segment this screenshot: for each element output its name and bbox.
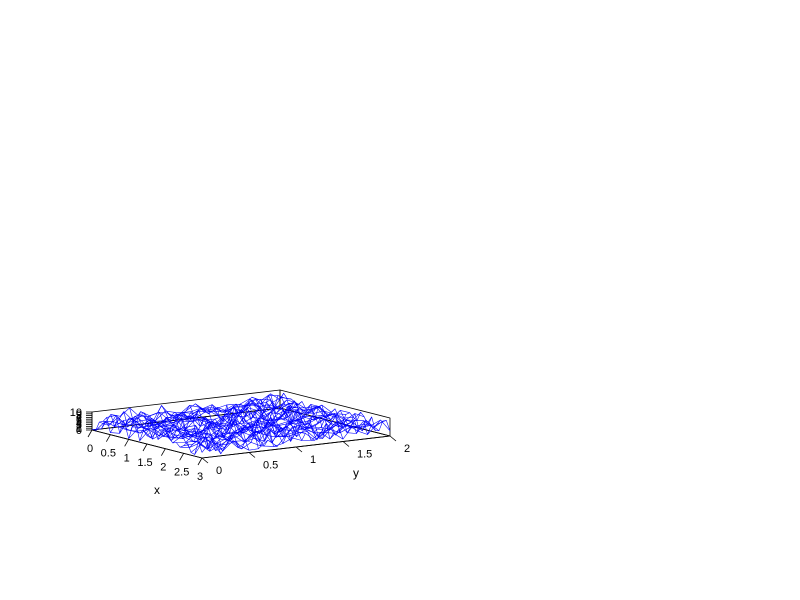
z-tick-label: 10 <box>70 407 82 419</box>
y-tick-label: 1.5 <box>357 449 372 461</box>
y-tick-label: 1 <box>310 454 316 466</box>
chart-container: { "chart": { "type": "wireframe3d", "wid… <box>0 0 800 600</box>
x-tick-label: 1 <box>124 452 130 464</box>
y-tick-label: 0 <box>216 465 222 477</box>
x-tick-label: 0 <box>87 443 93 455</box>
x-tick-label: 3 <box>197 471 203 483</box>
y-axis-label: y <box>353 466 359 480</box>
y-tick-label: 0.5 <box>263 460 278 472</box>
y-tick-label: 2 <box>404 443 410 455</box>
x-tick-label: 0.5 <box>101 448 116 460</box>
plot-svg: 01234567891000.511.522.53x00.511.52y <box>0 0 800 600</box>
x-tick-label: 1.5 <box>137 457 152 469</box>
x-tick-label: 2 <box>160 462 166 474</box>
x-tick-label: 2.5 <box>174 466 189 478</box>
x-axis-label: x <box>154 483 160 497</box>
